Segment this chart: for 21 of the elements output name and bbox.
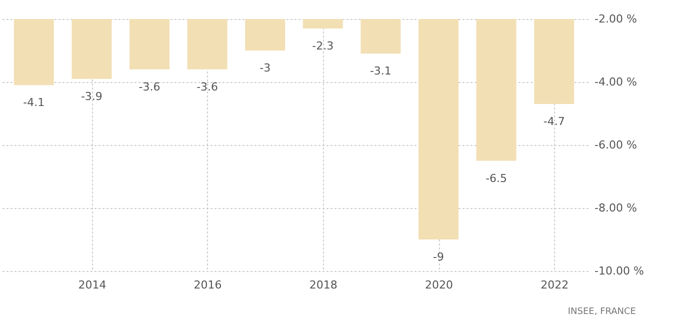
y-tick-label: -4.00 % — [594, 76, 637, 88]
data-label: -6.5 — [486, 172, 508, 185]
x-tick-label: 2014 — [78, 278, 106, 292]
y-tick-label: -8.00 % — [594, 202, 637, 214]
data-label: -3.6 — [138, 80, 160, 94]
y-tick-label: -10.00 % — [594, 264, 644, 278]
data-label: -3 — [260, 62, 271, 74]
y-tick-label: -6.00 % — [594, 138, 637, 152]
text: INSEE, FRANCE — [568, 307, 636, 317]
x-tick-label: 2020 — [425, 278, 453, 292]
y-tick-label: -2.00 % — [594, 12, 637, 26]
data-label: -3.1 — [370, 64, 392, 78]
data-label: -4.1 — [23, 96, 45, 110]
data-label: -2.3 — [312, 39, 334, 52]
x-tick-label: 2016 — [194, 278, 222, 292]
data-label: -4.7 — [543, 115, 565, 128]
x-tick-label: 2022 — [540, 278, 569, 292]
x-tick-label: 2018 — [309, 278, 338, 292]
data-label: -9 — [433, 250, 444, 264]
data-label: -3.6 — [196, 80, 218, 94]
data-label: -3.9 — [80, 90, 102, 103]
